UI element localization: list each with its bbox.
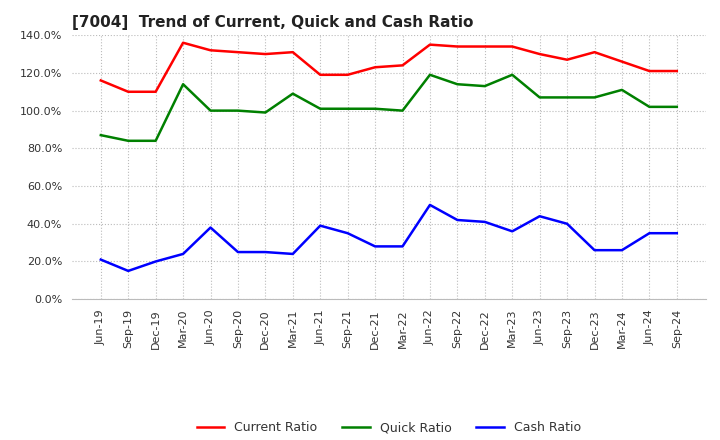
Cash Ratio	[343, 231, 352, 236]
Current Ratio	[480, 44, 489, 49]
Quick Ratio	[233, 108, 242, 113]
Cash Ratio	[96, 257, 105, 262]
Quick Ratio	[261, 110, 270, 115]
Line: Cash Ratio: Cash Ratio	[101, 205, 677, 271]
Quick Ratio	[536, 95, 544, 100]
Current Ratio	[289, 50, 297, 55]
Current Ratio	[536, 51, 544, 57]
Cash Ratio	[206, 225, 215, 230]
Cash Ratio	[289, 251, 297, 257]
Quick Ratio	[508, 72, 516, 77]
Cash Ratio	[508, 229, 516, 234]
Quick Ratio	[645, 104, 654, 110]
Cash Ratio	[645, 231, 654, 236]
Quick Ratio	[151, 138, 160, 143]
Cash Ratio	[233, 249, 242, 255]
Quick Ratio	[398, 108, 407, 113]
Quick Ratio	[672, 104, 681, 110]
Quick Ratio	[426, 72, 434, 77]
Current Ratio	[261, 51, 270, 57]
Cash Ratio	[563, 221, 572, 227]
Cash Ratio	[398, 244, 407, 249]
Current Ratio	[343, 72, 352, 77]
Current Ratio	[151, 89, 160, 95]
Cash Ratio	[453, 217, 462, 223]
Current Ratio	[179, 40, 187, 45]
Cash Ratio	[672, 231, 681, 236]
Cash Ratio	[590, 248, 599, 253]
Quick Ratio	[563, 95, 572, 100]
Line: Current Ratio: Current Ratio	[101, 43, 677, 92]
Cash Ratio	[426, 202, 434, 208]
Cash Ratio	[618, 248, 626, 253]
Cash Ratio	[151, 259, 160, 264]
Current Ratio	[672, 68, 681, 73]
Current Ratio	[206, 48, 215, 53]
Cash Ratio	[179, 251, 187, 257]
Current Ratio	[645, 68, 654, 73]
Quick Ratio	[179, 81, 187, 87]
Quick Ratio	[371, 106, 379, 111]
Text: [7004]  Trend of Current, Quick and Cash Ratio: [7004] Trend of Current, Quick and Cash …	[72, 15, 473, 30]
Current Ratio	[618, 59, 626, 64]
Cash Ratio	[536, 213, 544, 219]
Quick Ratio	[316, 106, 325, 111]
Legend: Current Ratio, Quick Ratio, Cash Ratio: Current Ratio, Quick Ratio, Cash Ratio	[192, 416, 586, 439]
Quick Ratio	[124, 138, 132, 143]
Quick Ratio	[343, 106, 352, 111]
Current Ratio	[508, 44, 516, 49]
Current Ratio	[316, 72, 325, 77]
Current Ratio	[233, 50, 242, 55]
Quick Ratio	[590, 95, 599, 100]
Current Ratio	[426, 42, 434, 47]
Current Ratio	[453, 44, 462, 49]
Line: Quick Ratio: Quick Ratio	[101, 75, 677, 141]
Current Ratio	[398, 63, 407, 68]
Current Ratio	[563, 57, 572, 62]
Current Ratio	[124, 89, 132, 95]
Current Ratio	[371, 65, 379, 70]
Quick Ratio	[480, 84, 489, 89]
Cash Ratio	[124, 268, 132, 274]
Quick Ratio	[618, 87, 626, 92]
Current Ratio	[96, 78, 105, 83]
Cash Ratio	[316, 223, 325, 228]
Cash Ratio	[261, 249, 270, 255]
Cash Ratio	[371, 244, 379, 249]
Quick Ratio	[96, 132, 105, 138]
Quick Ratio	[453, 81, 462, 87]
Current Ratio	[590, 50, 599, 55]
Quick Ratio	[289, 91, 297, 96]
Quick Ratio	[206, 108, 215, 113]
Cash Ratio	[480, 219, 489, 224]
